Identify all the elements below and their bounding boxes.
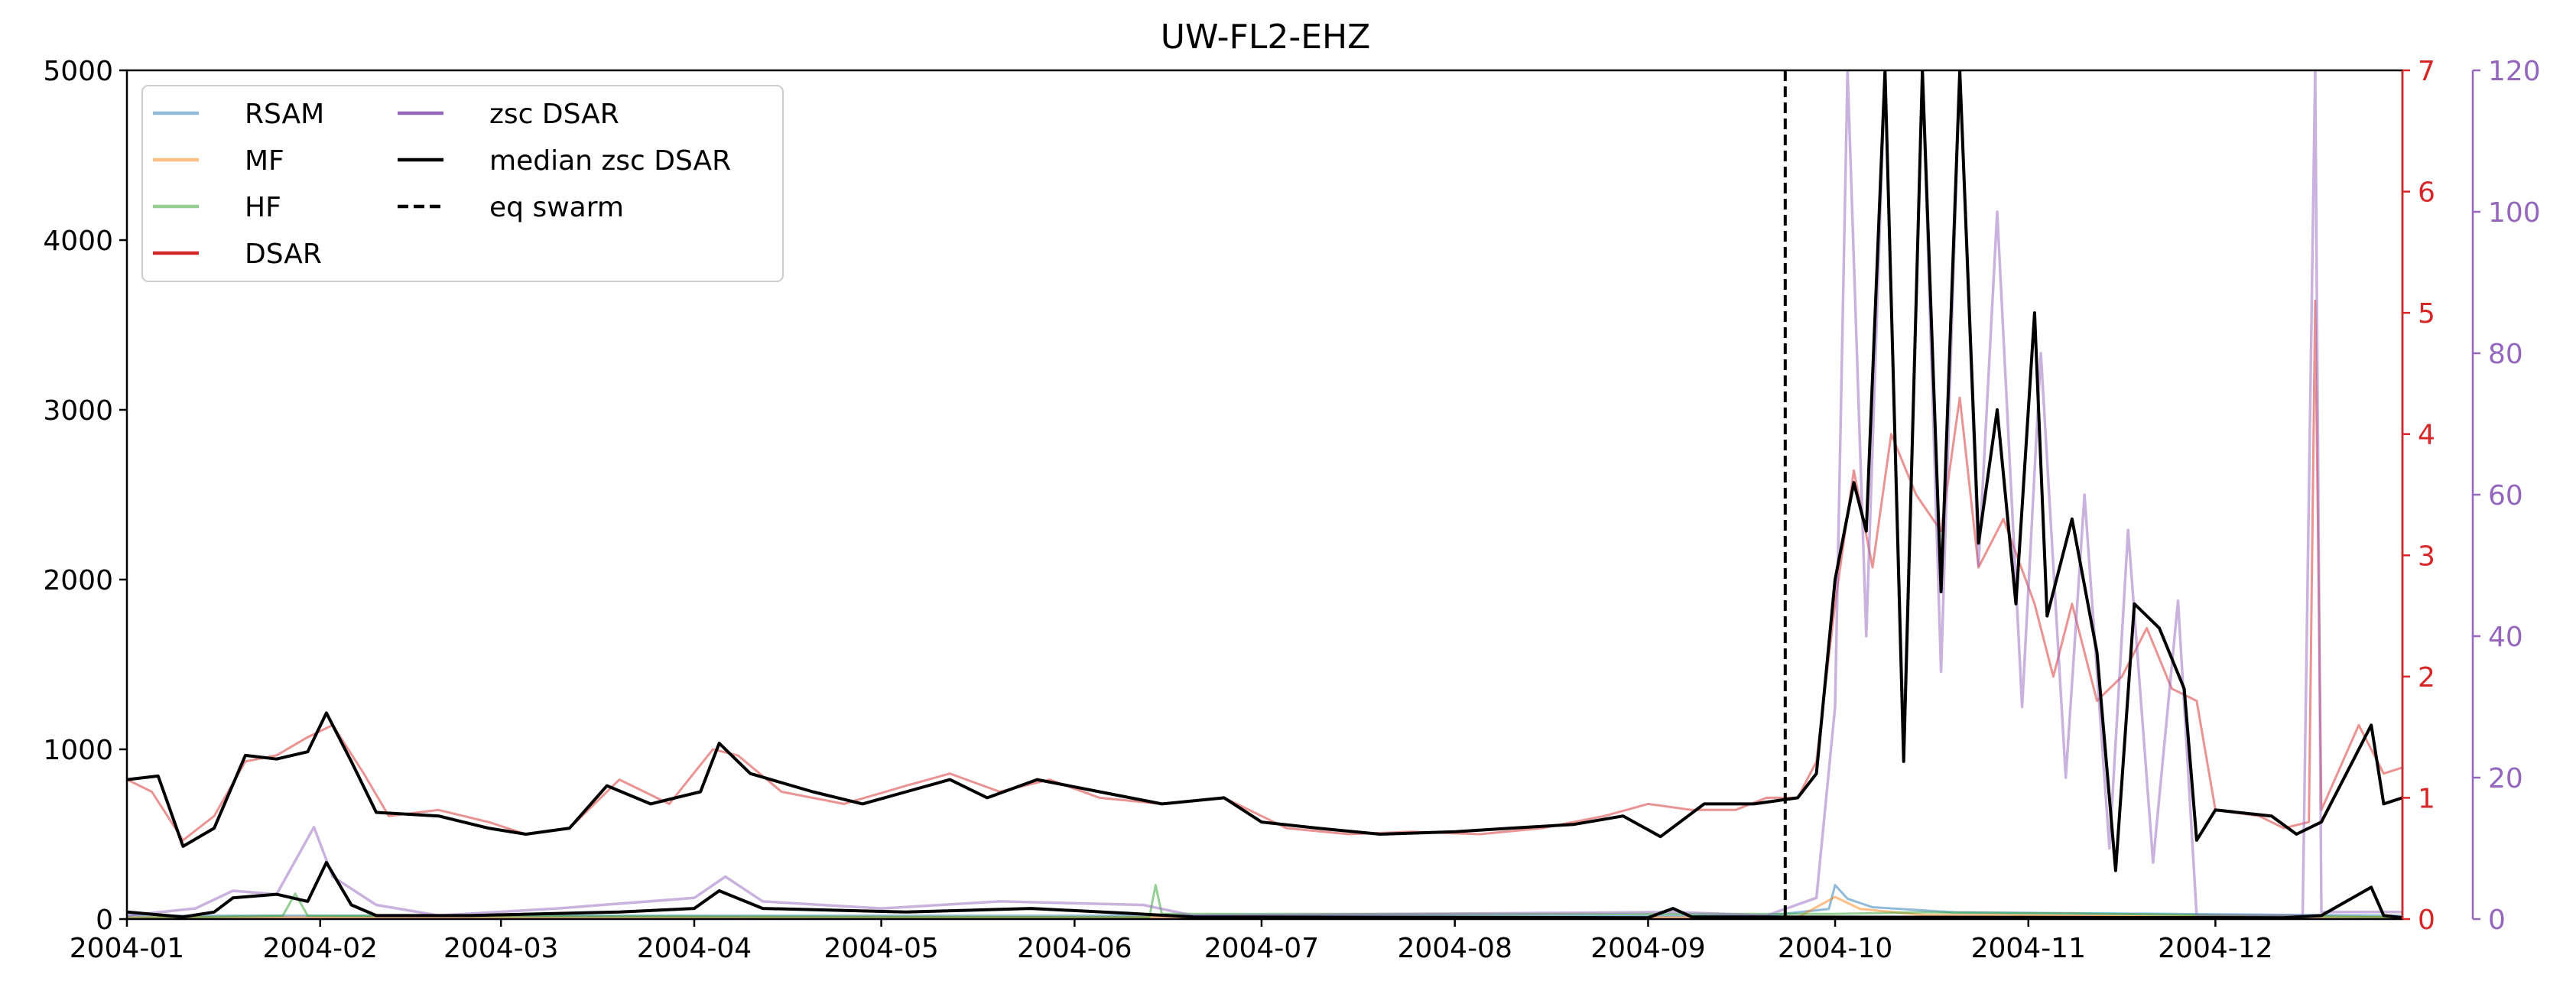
y-left-tick-label: 4000 — [43, 226, 113, 257]
series-line-zsc-dsar — [127, 70, 2402, 918]
right_dsar-tick-label: 3 — [2418, 541, 2435, 572]
legend-label-dsar: DSAR — [245, 239, 322, 270]
right_dsar-tick-label: 7 — [2418, 56, 2435, 87]
legend-label-median-zsc-dsar: median zsc DSAR — [489, 145, 731, 177]
x-tick-label: 2004-04 — [637, 933, 752, 964]
right_zsc-tick-label: 100 — [2488, 197, 2541, 229]
right_dsar-tick-label: 0 — [2418, 905, 2435, 936]
series-line-hf — [127, 884, 2402, 919]
legend-label-zsc-dsar: zsc DSAR — [489, 99, 619, 130]
chart-title: UW-FL2-EHZ — [1161, 18, 1371, 57]
right_zsc-tick-label: 20 — [2488, 763, 2523, 794]
x-axis: 2004-01 2004-02 2004-03 2004-04 2004-05 2004-… — [70, 919, 2273, 964]
legend-box — [141, 85, 784, 282]
x-tick-label: 2004-05 — [823, 933, 938, 964]
y-axis-right-dsar: 0 1 2 3 4 5 6 7 — [2401, 56, 2435, 936]
right_dsar-tick-label: 1 — [2418, 783, 2435, 814]
x-tick-label: 2004-12 — [2158, 933, 2272, 964]
right_zsc-tick-label: 40 — [2488, 622, 2523, 653]
right_zsc-tick-label: 120 — [2488, 56, 2541, 87]
right_zsc-tick-label: 0 — [2488, 905, 2506, 936]
x-tick-label: 2004-08 — [1397, 933, 1512, 964]
plot-series — [127, 70, 2402, 919]
y-axis-left: 0 1000 2000 3000 4000 5000 — [43, 56, 127, 936]
y-left-tick-label: 2000 — [43, 565, 113, 596]
right_dsar-tick-label: 6 — [2418, 177, 2435, 209]
y-left-tick-label: 5000 — [43, 56, 113, 87]
x-tick-label: 2004-07 — [1204, 933, 1319, 964]
x-tick-label: 2004-10 — [1778, 933, 1892, 964]
x-tick-label: 2004-03 — [443, 933, 558, 964]
right_dsar-tick-label: 4 — [2418, 420, 2435, 451]
right_zsc-tick-label: 60 — [2488, 480, 2523, 512]
legend-label-rsam: RSAM — [245, 99, 324, 130]
right_zsc-tick-label: 80 — [2488, 339, 2523, 370]
x-tick-label: 2004-01 — [70, 933, 184, 964]
series-line-median-zsc-dsar — [127, 70, 2402, 872]
y-axis-right-zsc: 0 20 40 60 80 100 120 — [2471, 56, 2541, 936]
legend: RSAM MF HF DSAR zsc DSAR median zsc DSAR eq sw… — [141, 85, 784, 282]
y-left-tick-label: 3000 — [43, 395, 113, 427]
legend-label-eq-swarm: eq swarm — [489, 192, 624, 223]
x-tick-label: 2004-09 — [1590, 933, 1705, 964]
right_dsar-tick-label: 5 — [2418, 298, 2435, 330]
y-left-tick-label: 0 — [96, 905, 113, 936]
legend-label-hf: HF — [245, 192, 281, 223]
x-tick-label: 2004-11 — [1971, 933, 2086, 964]
series-line-median-zsc-dsar-lower — [127, 861, 2402, 919]
series-line-dsar — [127, 299, 2402, 842]
legend-label-mf: MF — [245, 145, 284, 177]
y-left-tick-label: 1000 — [43, 735, 113, 766]
x-tick-label: 2004-02 — [263, 933, 378, 964]
right_dsar-tick-label: 2 — [2418, 662, 2435, 694]
x-tick-label: 2004-06 — [1017, 933, 1132, 964]
